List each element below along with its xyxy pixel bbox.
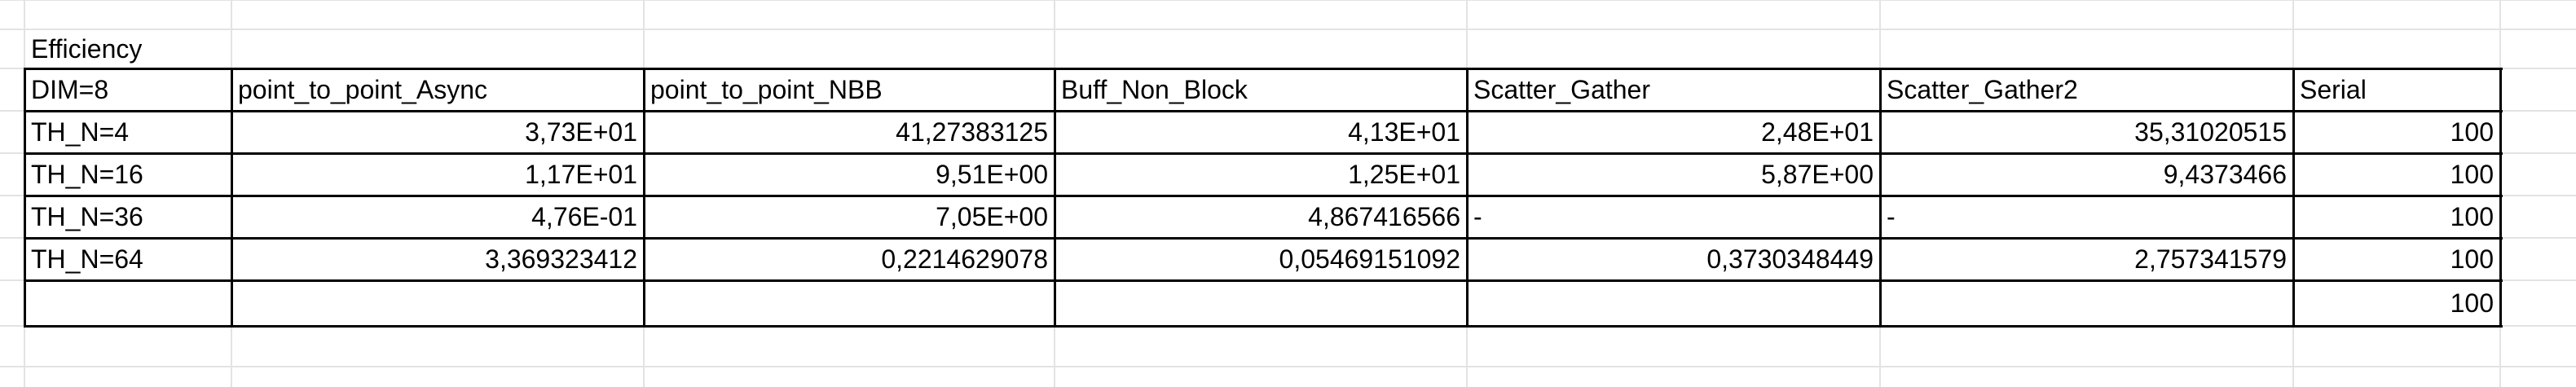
border-vertical bbox=[231, 68, 233, 328]
gridline-horizontal bbox=[0, 29, 2576, 30]
data-cell[interactable] bbox=[1467, 280, 1880, 326]
data-cell[interactable]: 7,05E+00 bbox=[936, 202, 1048, 231]
border-horizontal bbox=[24, 68, 2503, 70]
border-horizontal bbox=[24, 237, 2503, 240]
gridline-horizontal bbox=[0, 0, 2576, 1]
header-cell[interactable]: Buff_Non_Block bbox=[1061, 75, 1248, 104]
header-cell[interactable]: Scatter_Gather2 bbox=[1887, 75, 2078, 104]
data-cell[interactable]: 5,87E+00 bbox=[1761, 160, 1874, 189]
data-cell[interactable]: 1,25E+01 bbox=[1348, 160, 1460, 189]
header-cell[interactable]: DIM=8 bbox=[31, 75, 109, 104]
data-cell[interactable]: 3,369323412 bbox=[485, 244, 637, 274]
row-label-cell[interactable]: TH_N=64 bbox=[31, 244, 143, 274]
data-cell[interactable]: 3,73E+01 bbox=[525, 117, 637, 147]
row-label-cell[interactable]: TH_N=36 bbox=[31, 202, 143, 231]
data-cell[interactable]: 2,757341579 bbox=[2134, 244, 2287, 274]
border-vertical bbox=[1466, 68, 1469, 328]
border-vertical bbox=[2292, 68, 2295, 328]
data-cell[interactable] bbox=[1055, 280, 1467, 326]
border-horizontal bbox=[24, 325, 2503, 328]
border-vertical bbox=[1054, 68, 1056, 328]
data-cell[interactable]: 1,17E+01 bbox=[525, 160, 637, 189]
border-vertical bbox=[24, 68, 26, 328]
data-cell[interactable]: 100 bbox=[2450, 288, 2494, 318]
header-cell[interactable]: point_to_point_Async bbox=[238, 75, 487, 104]
header-cell[interactable]: point_to_point_NBB bbox=[650, 75, 883, 104]
row-label-cell[interactable]: TH_N=4 bbox=[31, 117, 130, 147]
data-cell[interactable]: 9,4373466 bbox=[2163, 160, 2287, 189]
border-horizontal bbox=[24, 152, 2503, 155]
data-cell[interactable]: 100 bbox=[2450, 244, 2494, 274]
data-cell[interactable]: 0,2214629078 bbox=[881, 244, 1048, 274]
data-cell[interactable] bbox=[1880, 280, 2293, 326]
data-cell[interactable]: 35,31020515 bbox=[2134, 117, 2287, 147]
data-cell[interactable] bbox=[231, 280, 644, 326]
border-horizontal bbox=[24, 279, 2503, 282]
data-cell[interactable]: 9,51E+00 bbox=[936, 160, 1048, 189]
row-label-cell[interactable]: TH_N=16 bbox=[31, 160, 143, 189]
data-cell[interactable] bbox=[644, 280, 1055, 326]
data-cell[interactable]: - bbox=[1473, 202, 1482, 231]
data-cell[interactable]: 0,05469151092 bbox=[1279, 244, 1460, 274]
gridline-horizontal bbox=[0, 366, 2576, 367]
row-label-cell[interactable] bbox=[24, 280, 231, 326]
data-cell[interactable]: 100 bbox=[2450, 202, 2494, 231]
border-vertical bbox=[1879, 68, 1882, 328]
border-horizontal bbox=[24, 110, 2503, 112]
data-cell[interactable]: 100 bbox=[2450, 117, 2494, 147]
data-cell[interactable]: 4,76E-01 bbox=[531, 202, 637, 231]
title-cell[interactable]: Efficiency bbox=[31, 34, 143, 64]
data-cell[interactable]: 0,3730348449 bbox=[1706, 244, 1874, 274]
header-cell[interactable]: Scatter_Gather bbox=[1473, 75, 1650, 104]
border-vertical bbox=[643, 68, 645, 328]
data-cell[interactable]: - bbox=[1887, 202, 1896, 231]
data-cell[interactable]: 100 bbox=[2450, 160, 2494, 189]
border-horizontal bbox=[24, 195, 2503, 197]
header-cell[interactable]: Serial bbox=[2300, 75, 2367, 104]
border-vertical bbox=[2499, 68, 2502, 328]
data-cell[interactable]: 4,13E+01 bbox=[1348, 117, 1460, 147]
data-cell[interactable]: 41,27383125 bbox=[896, 117, 1048, 147]
data-cell[interactable]: 4,867416566 bbox=[1308, 202, 1460, 231]
data-cell[interactable]: 2,48E+01 bbox=[1761, 117, 1874, 147]
